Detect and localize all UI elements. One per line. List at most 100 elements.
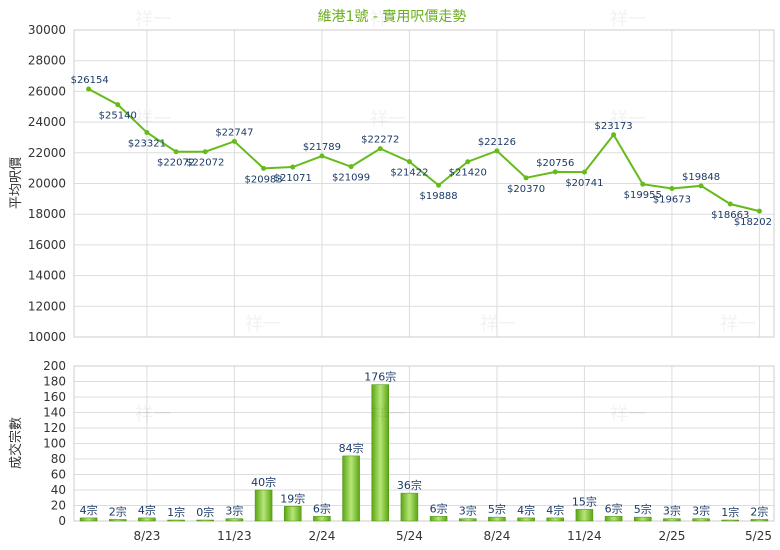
price-point [173,149,179,155]
volume-data-label: 5宗 [488,502,506,516]
price-data-label: $26154 [71,75,109,86]
volume-data-label: 4宗 [138,503,156,517]
price-y-tick-label: 10000 [28,330,66,344]
volume-data-label: 4宗 [80,503,98,517]
price-data-label: $21422 [390,168,428,179]
watermark-mark: 祥一 [610,404,646,425]
volume-y-tick-label: 180 [43,375,66,389]
volume-data-label: 2宗 [750,504,768,518]
price-point [115,102,121,108]
price-plot-frame [73,29,775,338]
price-data-label: $23173 [594,121,632,132]
watermark-mark: 祥一 [610,109,646,130]
x-tick-label: 11/23 [217,529,252,543]
x-tick-label: 11/24 [567,529,602,543]
price-data-label: $22126 [478,137,516,148]
watermark-mark: 祥一 [370,9,406,30]
price-point [202,149,208,155]
volume-y-tick-label: 200 [43,359,66,373]
volume-data-label: 6宗 [430,501,448,515]
x-tick-label: 8/24 [483,529,510,543]
price-data-label: $25140 [99,111,137,122]
price-chart: 10000 12000 14000 16000 18000 20000 22000 24000… [9,23,775,344]
price-data-label: $22072 [186,158,224,169]
price-data-label: $19848 [682,172,720,183]
watermark-mark: 祥一 [480,314,516,335]
volume-y-tick-label: 140 [43,406,66,420]
price-data-label: $21099 [332,173,370,184]
volume-data-label: 6宗 [605,501,623,515]
watermark-mark: 祥一 [370,404,406,425]
volume-bar [604,516,623,522]
price-data-label: $20756 [536,158,574,169]
volume-bar [721,519,739,522]
volume-y-tick-label: 60 [51,468,66,482]
watermark-mark: 祥一 [135,404,171,425]
price-point [669,186,675,192]
price-point [261,165,267,171]
volume-bar [254,489,273,522]
price-point [611,132,617,138]
price-point [436,182,442,188]
price-y-tick-label: 26000 [28,84,66,98]
watermark-mark: 祥一 [135,9,171,30]
volume-bar [138,517,156,522]
volume-y-tick-label: 160 [43,390,66,404]
price-point [698,183,704,189]
volume-bar [459,518,477,522]
volume-data-label: 3宗 [663,504,681,518]
price-y-axis-label: 平均呎價 [9,157,24,209]
price-point [86,86,92,92]
price-point [319,153,325,159]
volume-data-label: 3宗 [225,504,243,518]
price-y-tick-label: 24000 [28,115,66,129]
volume-y-tick-label: 80 [51,452,66,466]
price-y-tick-label: 14000 [28,269,66,283]
price-point [144,130,150,136]
price-point [377,146,383,152]
volume-bar [429,516,448,522]
volume-data-label: 2宗 [109,504,127,518]
volume-data-label: 6宗 [313,501,331,515]
volume-bar [167,519,185,522]
volume-bar [517,517,535,522]
price-point [727,201,733,207]
volume-bar [109,519,127,522]
x-tick-label: 5/24 [396,529,423,543]
chart-title: 維港1號 - 實用呎價走勢 [318,8,467,25]
volume-data-label: 3宗 [692,504,710,518]
price-data-label: $22747 [215,127,253,138]
price-data-label: $20983 [244,174,282,185]
volume-plot-frame [73,365,775,522]
volume-bar [342,455,360,522]
watermark-mark: 祥一 [245,314,281,335]
volume-data-label: 1宗 [721,505,739,519]
price-y-tick-label: 30000 [28,23,66,37]
volume-bar [663,518,681,522]
volume-bar [225,518,244,522]
price-data-label: $22072 [157,158,195,169]
watermark-mark: 祥一 [720,314,756,335]
price-data-label: $20741 [565,178,603,189]
price-y-tick-label: 20000 [28,177,66,191]
price-point [290,164,296,170]
volume-y-tick-label: 0 [58,514,66,528]
volume-y-tick-label: 20 [51,499,66,513]
price-data-label: $21071 [274,173,312,184]
price-point [465,159,471,165]
volume-bar [79,517,98,522]
price-data-label: $19673 [653,195,691,206]
volume-bar [371,384,389,522]
x-tick-label: 2/24 [308,529,335,543]
x-tick-label: 5/25 [745,529,772,543]
volume-y-tick-label: 100 [43,437,66,451]
watermark-mark: 祥一 [135,109,171,130]
price-y-tick-label: 22000 [28,146,66,160]
volume-data-label: 3宗 [459,504,477,518]
x-tick-label: 8/23 [133,529,160,543]
volume-bar [313,516,331,522]
price-series-line [88,88,760,213]
price-point [756,208,762,214]
price-point [552,169,558,175]
